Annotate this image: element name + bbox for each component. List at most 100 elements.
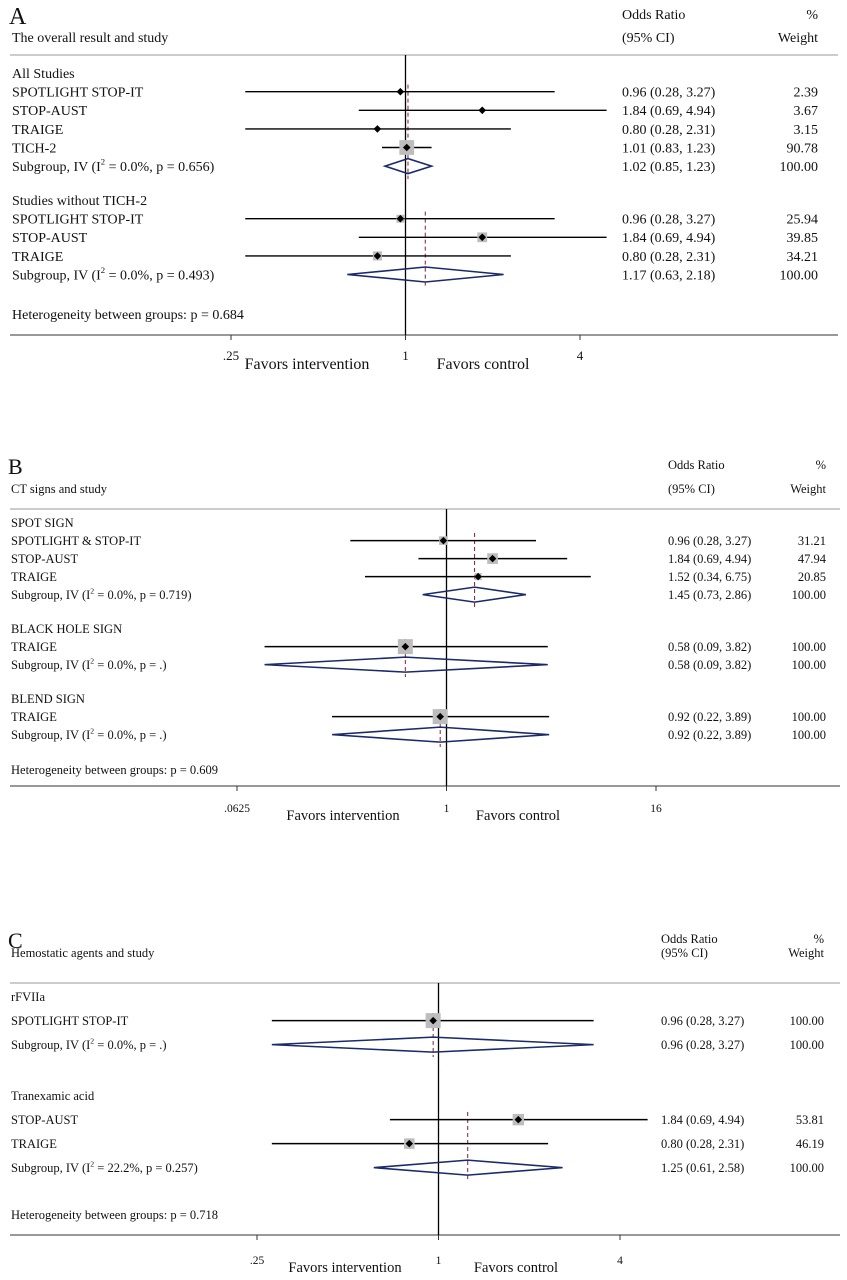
subgroup-ci-text: 1.17 (0.63, 2.18) (622, 268, 716, 283)
x-tick-label: 1 (402, 348, 409, 363)
panel-subtitle: The overall result and study (12, 31, 168, 46)
group-heading: Studies without TICH-2 (12, 194, 147, 209)
percent-header: % (816, 458, 826, 472)
point-estimate (478, 106, 487, 115)
subgroup-label: Subgroup, IV (I2 = 0.0%, p = .) (11, 1036, 167, 1052)
study-ci-text: 0.96 (0.28, 3.27) (622, 213, 716, 228)
study-weight: 25.94 (787, 213, 819, 228)
pooled-diamond (422, 586, 527, 603)
study-ci-text: 0.80 (0.28, 2.31) (622, 123, 716, 138)
study-weight: 3.15 (794, 123, 819, 138)
subgroup-ci-text: 1.02 (0.85, 1.23) (622, 160, 716, 175)
study-weight: 53.81 (796, 1113, 824, 1127)
point-estimate (396, 214, 405, 223)
pooled-diamond (264, 656, 548, 673)
study-ci-text: 1.84 (0.69, 4.94) (622, 231, 716, 246)
panel-subtitle: Hemostatic agents and study (11, 946, 155, 960)
subgroup-ci-text: 0.58 (0.09, 3.82) (668, 658, 751, 672)
weight-header: Weight (778, 31, 818, 46)
study-ci-text: 1.84 (0.69, 4.94) (661, 1113, 744, 1127)
subgroup-weight: 100.00 (790, 1038, 824, 1052)
subgroup-label: Subgroup, IV (I2 = 0.0%, p = .) (11, 726, 167, 742)
study-label: SPOTLIGHT STOP-IT (12, 213, 144, 228)
favors-intervention-label: Favors intervention (286, 808, 400, 824)
study-weight: 100.00 (792, 640, 826, 654)
x-tick-label: 4 (577, 348, 584, 363)
panel-letter: A (9, 4, 27, 30)
study-label: SPOTLIGHT STOP-IT (12, 86, 144, 101)
point-estimate (405, 1139, 414, 1148)
study-weight: 100.00 (790, 1014, 824, 1028)
favors-control-label: Favors control (476, 808, 560, 824)
x-tick-label: 4 (617, 1255, 623, 1267)
study-label: SPOTLIGHT & STOP-IT (11, 534, 141, 548)
study-label: STOP-AUST (12, 231, 88, 246)
favors-control-label: Favors control (437, 356, 530, 373)
subgroup-weight: 100.00 (780, 160, 819, 175)
study-ci-text: 1.52 (0.34, 6.75) (668, 570, 751, 584)
group-heading: All Studies (12, 67, 75, 82)
group-heading: rFVIIa (11, 990, 45, 1004)
point-estimate (436, 712, 444, 721)
study-ci-text: 0.96 (0.28, 3.27) (668, 534, 751, 548)
weight-header: Weight (790, 482, 826, 496)
study-label: STOP-AUST (11, 552, 79, 566)
subgroup-weight: 100.00 (792, 588, 826, 602)
pooled-diamond (382, 157, 435, 175)
study-ci-text: 1.01 (0.83, 1.23) (622, 141, 716, 156)
subgroup-label: Subgroup, IV (I2 = 0.0%, p = 0.719) (11, 586, 192, 602)
study-weight: 20.85 (798, 570, 826, 584)
subgroup-label: Subgroup, IV (I2 = 0.0%, p = .) (11, 656, 167, 672)
ci-header: (95% CI) (622, 31, 675, 46)
study-weight: 34.21 (787, 250, 819, 265)
pooled-diamond (332, 726, 550, 743)
study-label: TRAIGE (12, 250, 63, 265)
subgroup-weight: 100.00 (792, 728, 826, 742)
point-estimate (401, 642, 410, 651)
x-tick-label: 1 (444, 803, 450, 815)
subgroup-ci-text: 0.96 (0.28, 3.27) (661, 1038, 744, 1052)
x-tick-label: .25 (223, 348, 239, 363)
study-weight: 47.94 (798, 552, 827, 566)
study-ci-text: 0.80 (0.28, 2.31) (661, 1137, 744, 1151)
pooled-diamond (271, 1036, 594, 1053)
study-label: TRAIGE (11, 710, 57, 724)
study-ci-text: 0.96 (0.28, 3.27) (622, 86, 716, 101)
study-label: TICH-2 (12, 141, 56, 156)
odds-ratio-header: Odds Ratio (668, 458, 725, 472)
group-heading: BLEND SIGN (11, 692, 85, 706)
percent-header: % (806, 8, 818, 23)
study-ci-text: 1.84 (0.69, 4.94) (668, 552, 751, 566)
study-label: TRAIGE (11, 640, 57, 654)
ci-header: (95% CI) (668, 482, 715, 496)
panel-letter: C (8, 928, 23, 953)
subgroup-label: Subgroup, IV (I2 = 0.0%, p = 0.493) (12, 265, 215, 283)
study-weight: 39.85 (787, 231, 819, 246)
study-ci-text: 0.92 (0.22, 3.89) (668, 710, 751, 724)
study-weight: 100.00 (792, 710, 826, 724)
study-ci-text: 1.84 (0.69, 4.94) (622, 104, 716, 119)
study-ci-text: 0.58 (0.09, 3.82) (668, 640, 751, 654)
group-heading: SPOT SIGN (11, 516, 74, 530)
heterogeneity-text: Heterogeneity between groups: p = 0.609 (11, 763, 218, 777)
study-label: TRAIGE (11, 570, 57, 584)
study-ci-text: 0.80 (0.28, 2.31) (622, 250, 716, 265)
point-estimate (402, 143, 411, 152)
percent-header: % (814, 932, 824, 946)
subgroup-ci-text: 0.92 (0.22, 3.89) (668, 728, 751, 742)
point-estimate (439, 536, 448, 545)
weight-header: Weight (788, 946, 824, 960)
favors-intervention-label: Favors intervention (288, 1260, 402, 1276)
favors-intervention-label: Favors intervention (245, 356, 370, 373)
heterogeneity-text: Heterogeneity between groups: p = 0.684 (12, 308, 244, 323)
study-label: SPOTLIGHT STOP-IT (11, 1014, 129, 1028)
study-label: STOP-AUST (11, 1113, 79, 1127)
point-estimate (373, 125, 382, 133)
ci-header: (95% CI) (661, 946, 708, 960)
study-label: TRAIGE (12, 123, 63, 138)
point-estimate (396, 87, 405, 96)
study-label: TRAIGE (11, 1137, 57, 1151)
pooled-diamond (373, 1159, 563, 1176)
subgroup-weight: 100.00 (790, 1161, 824, 1175)
